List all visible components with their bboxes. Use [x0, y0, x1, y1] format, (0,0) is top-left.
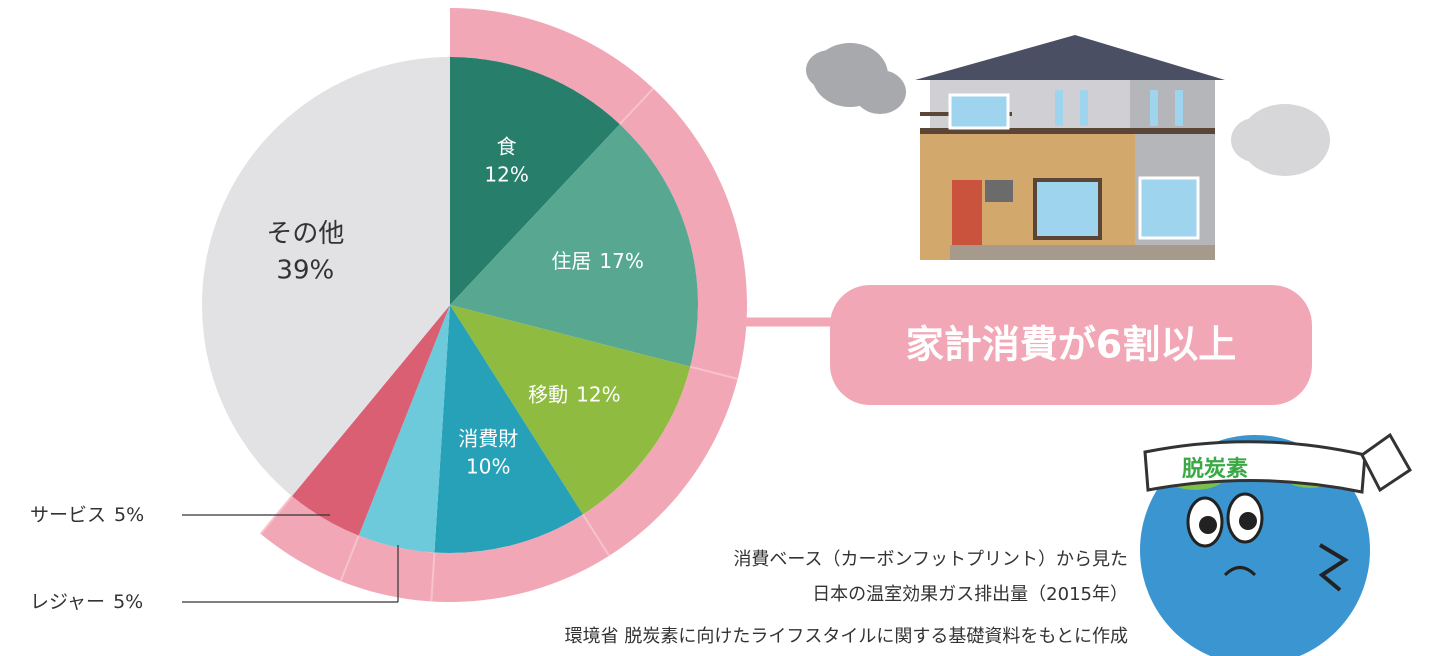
headband-text: 脱炭素	[1182, 456, 1248, 482]
pie-slice	[450, 305, 691, 515]
category: レジャー	[30, 591, 105, 613]
slice-label: サービス 5%	[30, 504, 144, 526]
cloud	[1231, 118, 1279, 162]
cloud	[854, 70, 906, 114]
roof	[915, 35, 1225, 80]
window	[1055, 90, 1063, 126]
caption: 消費ベース（カーボンフットプリント）から見た	[733, 549, 1128, 570]
value-label: 10%	[466, 454, 510, 478]
window	[1175, 90, 1183, 126]
category: 移動	[528, 382, 568, 406]
value-label: 39%	[276, 256, 334, 286]
value-label: 12%	[484, 163, 528, 187]
window	[1138, 176, 1200, 240]
highlight-ring	[260, 8, 748, 602]
pupil	[1199, 516, 1217, 534]
globe	[1140, 435, 1370, 656]
window	[1033, 178, 1102, 240]
slice-label: 住居 17%	[551, 249, 643, 273]
house-illustration	[806, 35, 1330, 260]
pie-slice	[291, 305, 450, 536]
ring-divider	[339, 535, 360, 582]
window	[1080, 90, 1088, 126]
ring-divider	[689, 365, 738, 380]
pupil	[1239, 512, 1257, 530]
caption: 日本の温室効果ガス排出量（2015年）	[812, 584, 1128, 605]
hand	[1318, 543, 1349, 592]
annotation: 家計消費が6割以上	[906, 323, 1236, 367]
pie-slice	[202, 57, 450, 497]
callout-box	[830, 285, 1312, 405]
globe-illustration: 脱炭素	[1140, 432, 1412, 656]
pie	[202, 8, 840, 602]
headband	[1143, 440, 1367, 494]
mouth	[1223, 566, 1257, 577]
ring-divider	[430, 552, 436, 602]
window	[1150, 90, 1158, 126]
category: 住居	[551, 249, 591, 273]
slice-label: レジャー 5%	[30, 591, 143, 613]
value-label: 5%	[113, 591, 143, 613]
pie-slice	[450, 57, 620, 305]
base	[950, 245, 1215, 260]
window	[948, 93, 1010, 130]
cloud	[806, 50, 854, 90]
headband-knot	[1360, 432, 1412, 493]
pie-slice	[358, 305, 450, 553]
door	[952, 180, 982, 245]
beam	[920, 128, 1215, 134]
ring-divider	[619, 87, 655, 125]
value-label: 5%	[114, 504, 144, 526]
slice-label: 移動 12%	[528, 382, 620, 406]
pie-slice	[434, 305, 583, 553]
category: 食	[497, 135, 517, 159]
value-label: 12%	[576, 382, 620, 406]
source: 環境省 脱炭素に向けたライフスタイルに関する基礎資料をもとに作成	[565, 626, 1128, 647]
ring-divider	[582, 513, 610, 557]
value-label: 17%	[599, 249, 643, 273]
pie-slice	[450, 124, 698, 367]
category: その他	[266, 219, 344, 249]
category: 消費財	[458, 426, 518, 450]
category: サービス	[30, 504, 106, 526]
door	[985, 180, 1013, 202]
